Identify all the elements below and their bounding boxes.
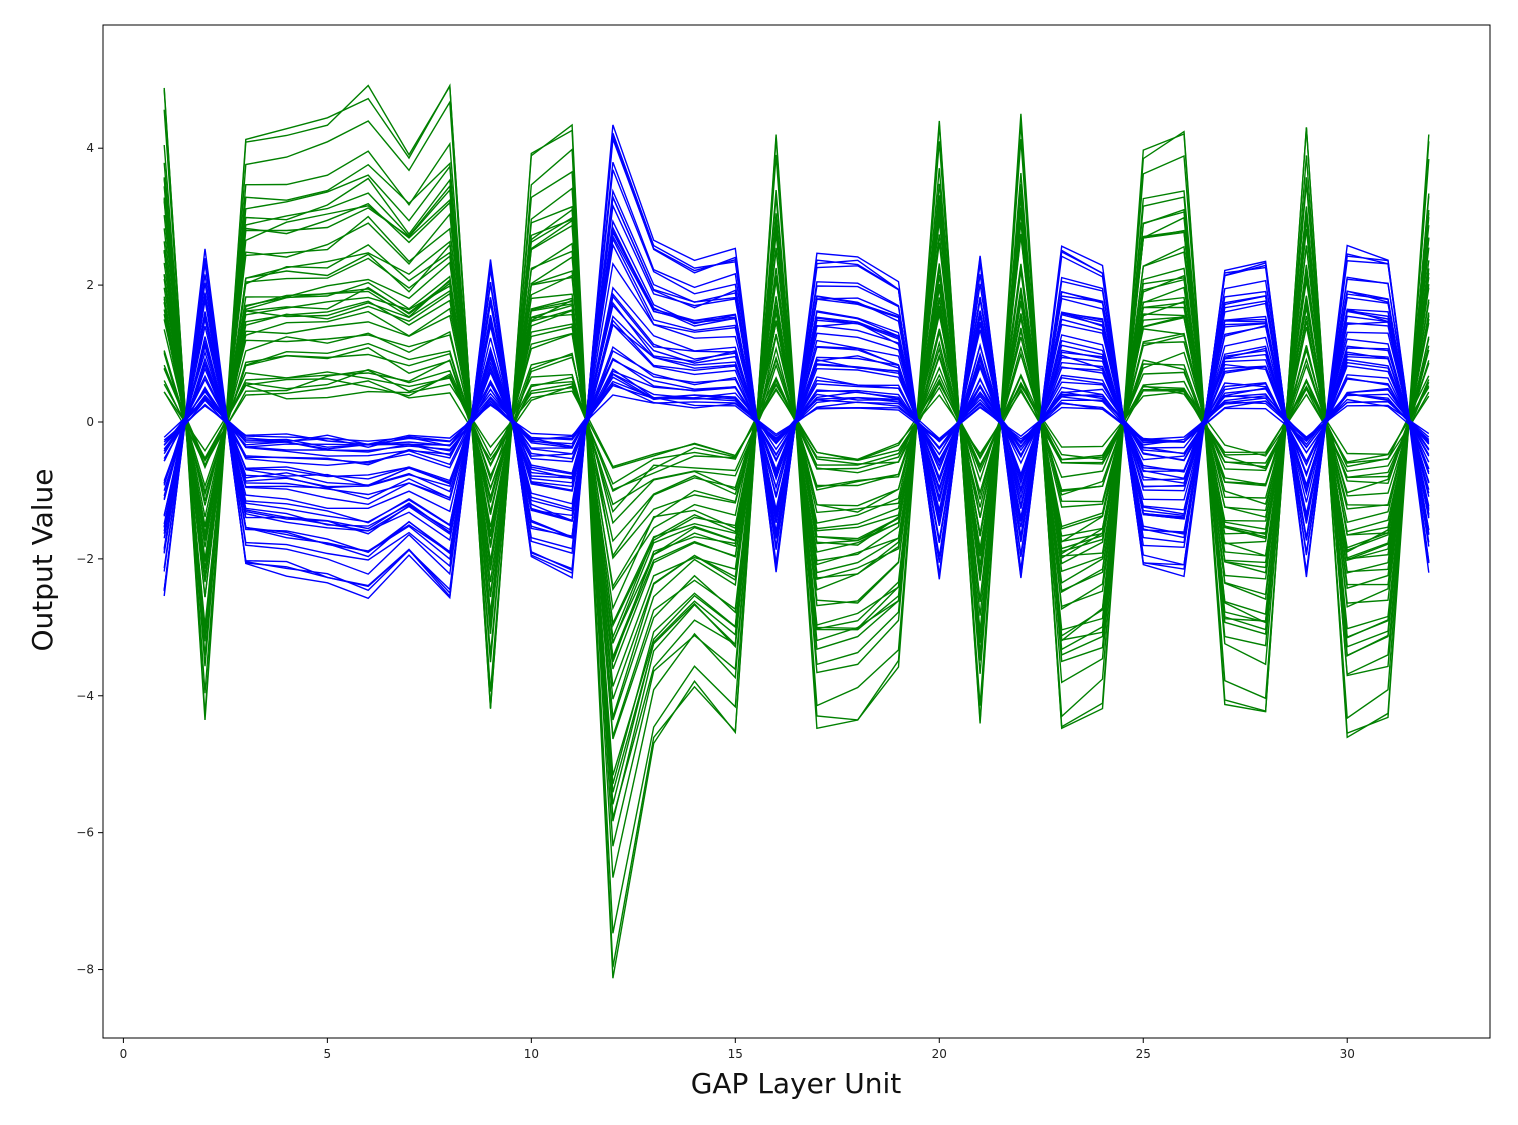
series-lines bbox=[163, 83, 1430, 979]
x-tick-label: 20 bbox=[932, 1047, 947, 1061]
series-line-1 bbox=[163, 241, 1430, 718]
series-line-2 bbox=[163, 203, 1430, 554]
x-tick-label: 0 bbox=[120, 1047, 128, 1061]
y-tick-label: 0 bbox=[86, 415, 94, 429]
x-axis: 0 5 10 15 20 25 30 bbox=[120, 1038, 1355, 1061]
x-tick-label: 5 bbox=[324, 1047, 332, 1061]
series-line-1 bbox=[163, 243, 1430, 700]
series-line-2 bbox=[163, 230, 1430, 542]
series-line-1 bbox=[163, 99, 1430, 934]
y-tick-label: −4 bbox=[76, 689, 94, 703]
series-line-2 bbox=[163, 194, 1430, 561]
x-tick-label: 10 bbox=[524, 1047, 539, 1061]
series-line-2 bbox=[163, 219, 1430, 539]
y-tick-label: −2 bbox=[76, 552, 94, 566]
y-axis-title: Output Value bbox=[26, 468, 59, 651]
series-line-1 bbox=[163, 250, 1430, 687]
series-line-2 bbox=[163, 349, 1430, 469]
y-axis: −8 −6 −4 −2 0 2 4 bbox=[76, 141, 103, 977]
series-line-1 bbox=[163, 177, 1430, 822]
y-tick-label: 2 bbox=[86, 278, 94, 292]
series-line-2 bbox=[163, 319, 1430, 485]
series-line-2 bbox=[163, 138, 1430, 592]
x-tick-label: 30 bbox=[1340, 1047, 1355, 1061]
series-line-1 bbox=[163, 184, 1430, 793]
y-tick-label: −8 bbox=[76, 963, 94, 977]
series-line-2 bbox=[163, 234, 1430, 534]
y-tick-label: 4 bbox=[86, 141, 94, 155]
x-tick-label: 25 bbox=[1136, 1047, 1151, 1061]
y-tick-label: −6 bbox=[76, 826, 94, 840]
x-tick-label: 15 bbox=[728, 1047, 743, 1061]
plot-area-frame bbox=[102, 24, 1491, 1039]
series-line-1 bbox=[163, 284, 1430, 644]
series-line-2 bbox=[163, 225, 1430, 535]
x-axis-title: GAP Layer Unit bbox=[691, 1067, 902, 1100]
series-line-2 bbox=[163, 132, 1430, 598]
